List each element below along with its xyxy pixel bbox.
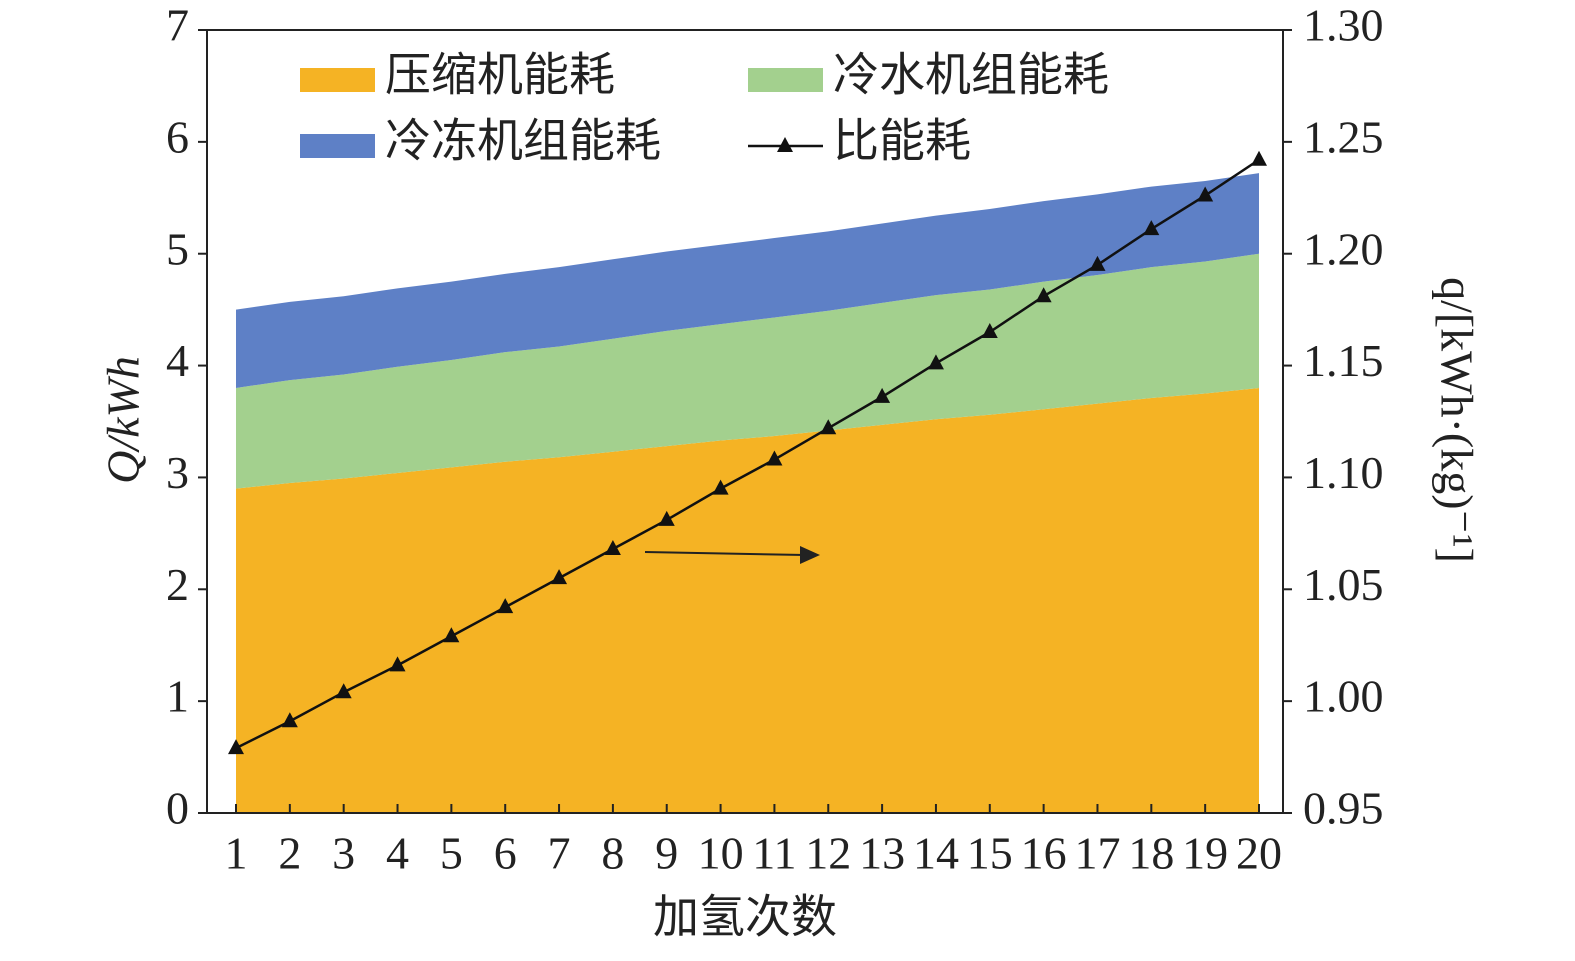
y2-tick-label: 1.15 <box>1303 335 1384 386</box>
x-tick-label: 5 <box>440 828 463 879</box>
marker <box>551 569 568 585</box>
x-tick-label: 1 <box>225 828 248 879</box>
legend-marker <box>777 137 793 152</box>
x-axis-title: 加氢次数 <box>653 892 837 943</box>
x-tick-label: 10 <box>698 828 744 879</box>
areas <box>236 173 1259 813</box>
marker <box>658 510 675 526</box>
legend-label: 冷水机组能耗 <box>833 50 1109 101</box>
legend-swatch <box>300 134 375 158</box>
x-tick-label: 15 <box>967 828 1013 879</box>
x-tick-label: 14 <box>913 828 959 879</box>
y2-tick-label: 1.05 <box>1303 559 1384 610</box>
x-tick-label: 16 <box>1021 828 1067 879</box>
marker <box>335 683 352 699</box>
marker <box>228 739 244 755</box>
y2-tick-label: 0.95 <box>1303 783 1384 834</box>
x-tick-label: 20 <box>1236 828 1282 879</box>
marker <box>1089 255 1106 271</box>
y2-tick-label: 1.10 <box>1303 447 1384 498</box>
marker <box>1143 220 1160 236</box>
x-tick-label: 19 <box>1182 828 1228 879</box>
marker <box>443 627 460 643</box>
marker <box>1197 186 1214 202</box>
y2-axis-title: q/[kWh·(kg)⁻¹] <box>1431 277 1482 563</box>
marker <box>927 354 944 370</box>
legend-label: 冷冻机组能耗 <box>385 116 661 167</box>
annotation-arrowhead <box>800 546 820 564</box>
legend-label: 比能耗 <box>833 116 971 167</box>
y2-tick-label: 1.30 <box>1303 0 1384 51</box>
area <box>236 387 1259 813</box>
x-tick-label: 7 <box>548 828 571 879</box>
line <box>235 158 1260 750</box>
x-tick-label: 2 <box>278 828 301 879</box>
x-tick-label: 13 <box>859 828 905 879</box>
legend-label: 压缩机能耗 <box>385 50 615 101</box>
marker <box>712 479 729 495</box>
y-tick-label: 5 <box>166 223 189 274</box>
marker <box>604 540 621 556</box>
x-tick-label: 17 <box>1074 828 1120 879</box>
x-tick-label: 4 <box>386 828 409 879</box>
y-tick-label: 6 <box>166 111 189 162</box>
marker <box>1035 287 1052 303</box>
x-tick-label: 12 <box>805 828 851 879</box>
legend-swatch <box>300 68 375 92</box>
marker <box>281 712 298 728</box>
y-tick-label: 2 <box>166 559 189 610</box>
x-tick-label: 11 <box>752 828 796 879</box>
x-tick-label: 18 <box>1128 828 1174 879</box>
legend-swatch <box>748 68 823 92</box>
marker <box>389 656 406 672</box>
x-tick-label: 9 <box>655 828 678 879</box>
y2-tick-label: 1.25 <box>1303 111 1384 162</box>
y2-tick-label: 1.00 <box>1303 671 1384 722</box>
y-tick-label: 3 <box>166 447 189 498</box>
marker <box>981 323 998 339</box>
marker <box>766 450 783 466</box>
annotation-arrow <box>644 551 806 556</box>
x-tick-label: 6 <box>494 828 517 879</box>
marker <box>820 419 837 435</box>
area <box>236 253 1259 489</box>
x-tick-label: 8 <box>601 828 624 879</box>
y-axis-title: Q/kWh <box>98 356 149 484</box>
y2-tick-label: 1.20 <box>1303 223 1384 274</box>
plot-frame <box>206 29 1284 814</box>
marker <box>497 598 514 614</box>
x-tick-label: 3 <box>332 828 355 879</box>
area <box>236 173 1259 388</box>
y-tick-label: 1 <box>166 671 189 722</box>
y-tick-label: 7 <box>166 0 189 51</box>
y-tick-label: 4 <box>166 335 189 386</box>
marker <box>1251 150 1267 166</box>
marker <box>874 387 891 403</box>
y-tick-label: 0 <box>166 783 189 834</box>
